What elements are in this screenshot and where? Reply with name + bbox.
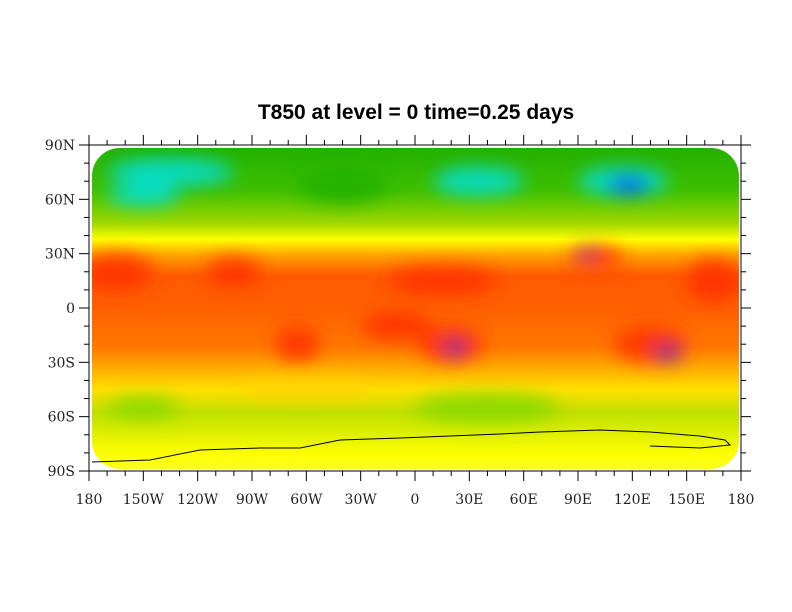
lon-label: 120W — [177, 492, 219, 508]
lon-label: 0 — [411, 492, 420, 508]
lon-label: 60E — [510, 492, 538, 508]
field-feature — [387, 266, 497, 296]
field-feature — [233, 380, 379, 399]
lon-label: 150E — [668, 492, 705, 508]
lon-label: 150W — [123, 492, 165, 508]
field-feature — [107, 184, 180, 207]
field-feature — [606, 175, 651, 194]
lat-label: 30S — [48, 355, 75, 371]
lon-label: 90E — [564, 492, 592, 508]
field-feature — [686, 259, 739, 303]
field-feature — [442, 338, 468, 357]
axis-ticks — [79, 135, 751, 481]
lat-label: 0 — [66, 301, 75, 317]
field-feature — [107, 396, 180, 419]
field-feature — [206, 257, 262, 287]
lat-label: 90S — [48, 464, 75, 480]
field-feature — [107, 157, 234, 187]
lon-label: 30W — [345, 492, 378, 508]
field-feature — [360, 311, 434, 341]
field-feature — [654, 344, 684, 363]
lon-label: 180 — [76, 492, 103, 508]
field-feature — [92, 253, 153, 290]
field-feature — [297, 166, 388, 203]
lat-label: 60S — [48, 410, 75, 426]
lon-label: 60W — [290, 492, 323, 508]
lat-label: 60N — [45, 192, 75, 208]
lon-label: 90W — [236, 492, 269, 508]
temperature-field — [92, 148, 739, 469]
lon-label: 180 — [728, 492, 755, 508]
field-feature — [275, 326, 320, 363]
field-feature — [433, 166, 524, 196]
field-feature — [415, 393, 560, 423]
antarctica-coastline — [91, 429, 732, 463]
lat-label: 30N — [45, 247, 75, 263]
field-feature — [576, 248, 598, 260]
lon-label: 120E — [614, 492, 651, 508]
field-feature — [568, 246, 624, 269]
lon-label: 30E — [455, 492, 483, 508]
lat-label: 90N — [45, 138, 75, 154]
plot-title: T850 at level = 0 time=0.25 days — [257, 101, 575, 124]
